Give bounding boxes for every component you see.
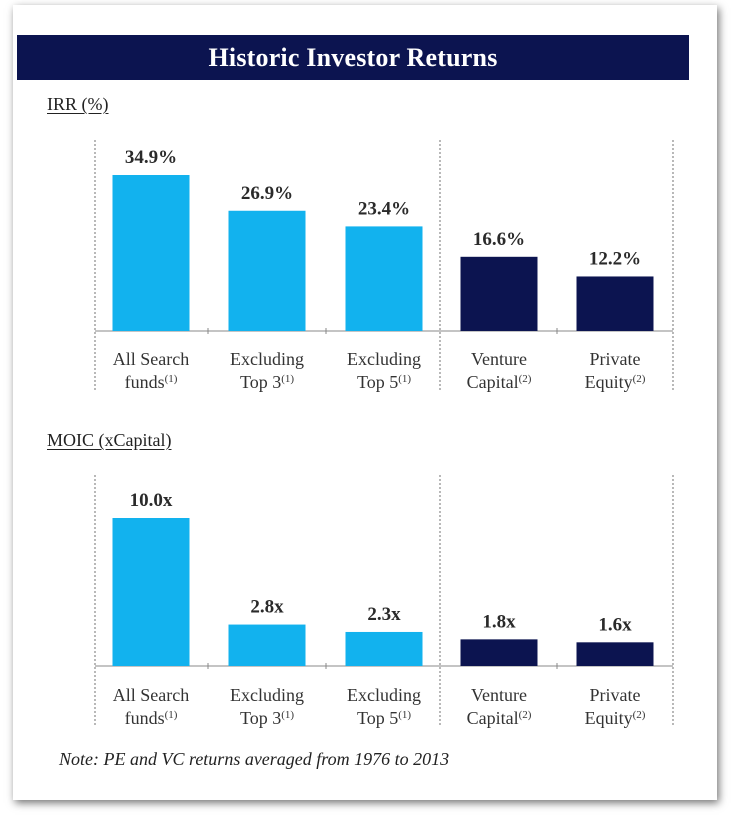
moic-bar <box>576 642 654 666</box>
irr-category-label: Venture <box>471 349 527 369</box>
page-title: Historic Investor Returns <box>17 35 689 80</box>
moic-bar <box>112 518 190 666</box>
moic-category-label: Excluding <box>347 685 421 705</box>
moic-bar <box>460 639 538 666</box>
moic-category-label-line2: funds(1) <box>125 708 178 728</box>
moic-bar <box>228 624 306 666</box>
moic-category-label-line2: Equity(2) <box>585 708 646 728</box>
moic-value-label: 2.3x <box>367 604 401 625</box>
moic-category-label-line2: Top 5(1) <box>357 708 411 728</box>
moic-category-label: Venture <box>471 685 527 705</box>
irr-category-label-line2: Top 3(1) <box>240 372 294 392</box>
irr-category-label: Excluding <box>347 349 421 369</box>
irr-value-label: 12.2% <box>589 248 641 269</box>
moic-value-label: 2.8x <box>250 597 284 618</box>
irr-bar <box>228 210 306 331</box>
moic-value-label: 1.6x <box>598 614 632 635</box>
irr-bar <box>345 226 423 331</box>
irr-category-label: Excluding <box>230 349 304 369</box>
footnote-note: Note: PE and VC returns averaged from 19… <box>59 749 450 769</box>
moic-category-label-line2: Top 3(1) <box>240 708 294 728</box>
irr-value-label: 34.9% <box>125 147 177 168</box>
irr-chart-title: IRR (%) <box>47 94 109 114</box>
moic-category-label: Excluding <box>230 685 304 705</box>
irr-category-label-line2: Equity(2) <box>585 372 646 392</box>
irr-category-label: Private <box>590 349 641 369</box>
moic-value-label: 10.0x <box>130 490 173 511</box>
irr-category-label-line2: Top 5(1) <box>357 372 411 392</box>
chart-card <box>13 5 717 800</box>
irr-category-label: All Search <box>113 349 189 369</box>
irr-value-label: 26.9% <box>241 183 293 204</box>
irr-value-label: 23.4% <box>358 198 410 219</box>
irr-value-label: 16.6% <box>473 229 525 250</box>
irr-bar <box>576 276 654 331</box>
moic-category-label: Private <box>590 685 641 705</box>
irr-category-label-line2: funds(1) <box>125 372 178 392</box>
moic-category-label-line2: Capital(2) <box>467 708 532 728</box>
moic-value-label: 1.8x <box>482 611 516 632</box>
moic-chart-title: MOIC (xCapital) <box>47 430 172 450</box>
irr-category-label-line2: Capital(2) <box>467 372 532 392</box>
irr-bar <box>112 175 190 331</box>
moic-category-label: All Search <box>113 685 189 705</box>
page-title-text: Historic Investor Returns <box>208 42 498 72</box>
irr-bar <box>460 256 538 331</box>
moic-bar <box>345 631 423 666</box>
